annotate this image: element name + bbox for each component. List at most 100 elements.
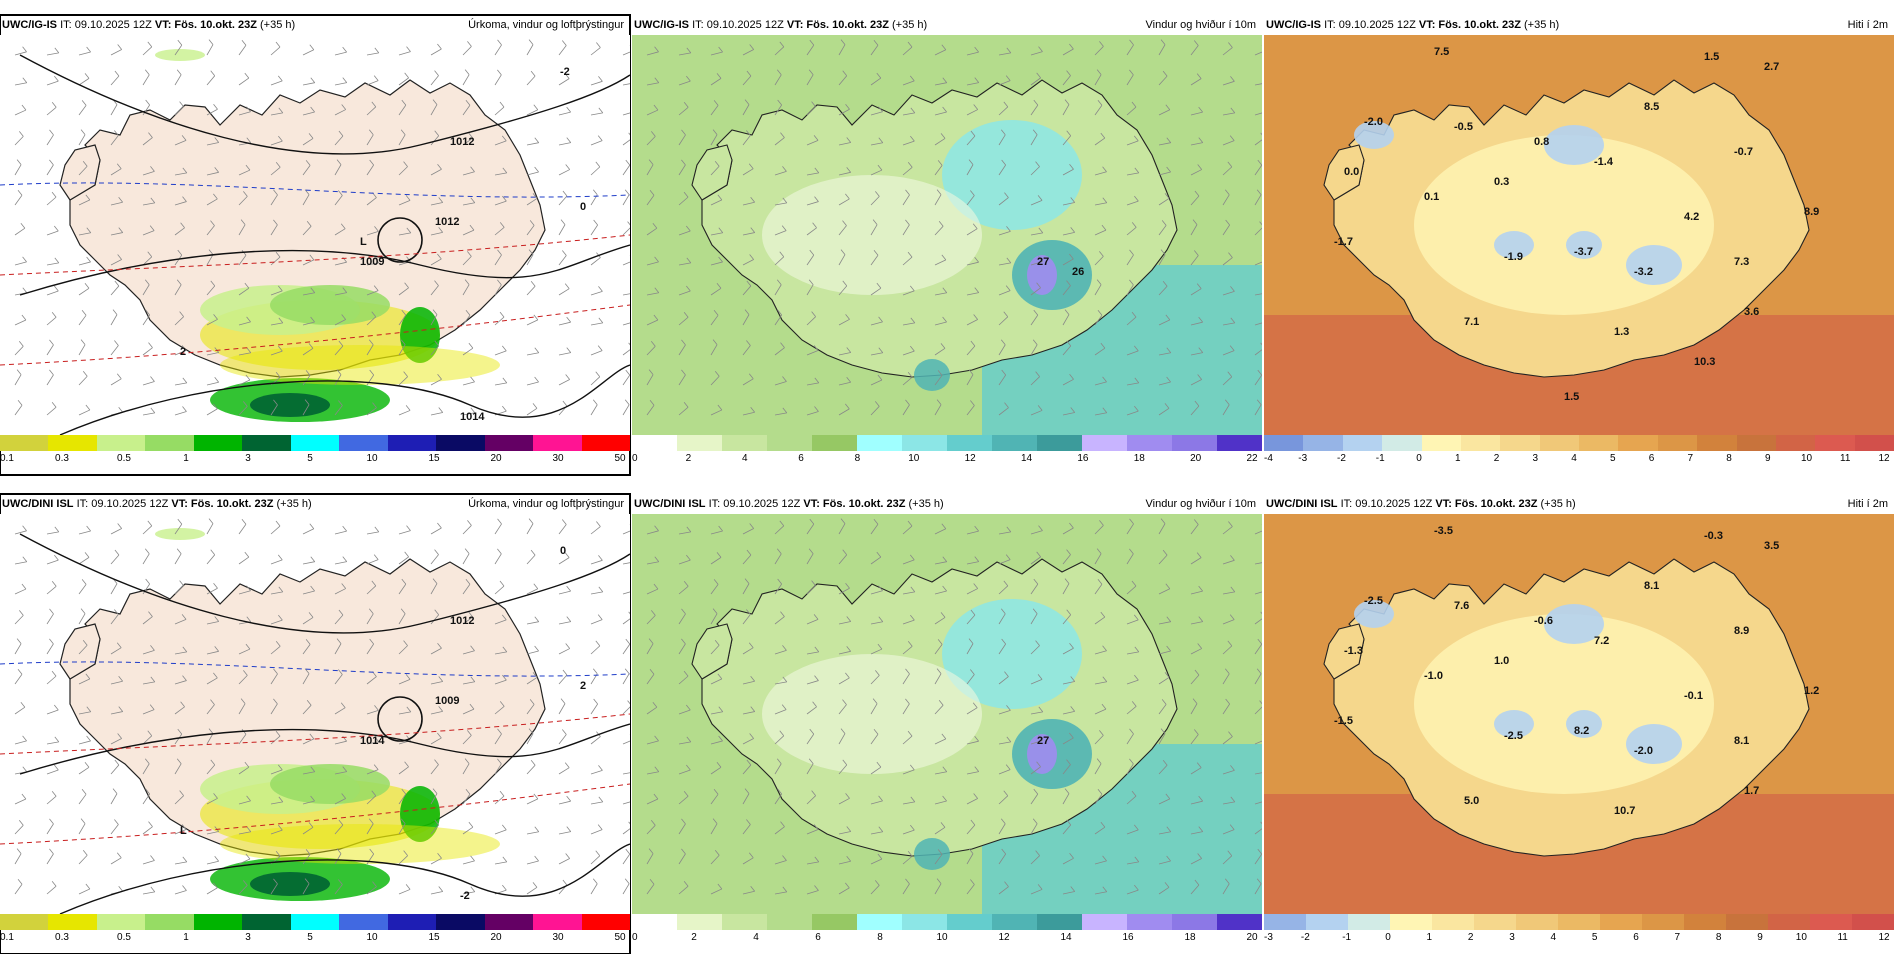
- temperature-label: 1.3: [1614, 326, 1629, 338]
- legend-swatches: [0, 914, 631, 930]
- westfjords-outline: [1323, 623, 1365, 680]
- model-name: UWC/IG-IS: [2, 19, 57, 31]
- legend-swatch: [722, 914, 767, 930]
- temperature-label: -3.2: [1634, 266, 1653, 278]
- temperature-label: -2.5: [1364, 595, 1383, 607]
- temperature-label: -1.9: [1504, 251, 1523, 263]
- temperature-label: 7.6: [1454, 600, 1469, 612]
- map-panel-temp[interactable]: UWC/IG-IS IT: 09.10.2025 12Z VT: Fös. 10…: [1264, 15, 1894, 475]
- map-area[interactable]: 27: [632, 514, 1262, 914]
- legend-swatch: [947, 435, 992, 451]
- temperature-label: -0.3: [1704, 530, 1723, 542]
- lead-time: (+35 h): [1540, 498, 1576, 510]
- map-area[interactable]: 27 26: [632, 35, 1262, 435]
- valid-time: VT: Fös. 10.okt. 23Z: [171, 498, 274, 510]
- gust-field: [762, 120, 1092, 391]
- legend-swatch: [992, 435, 1037, 451]
- color-legend: 0 2 4 6 8 10 12 14 16 18 20 22: [632, 435, 1262, 469]
- westfjords-outline: [691, 144, 733, 201]
- temperature-label: 1.7: [1744, 785, 1759, 797]
- legend-label: 1: [183, 453, 189, 464]
- legend-label: 10: [908, 453, 920, 464]
- lead-time: (+35 h): [892, 19, 928, 31]
- map-panel-precip[interactable]: UWC/DINI ISL IT: 09.10.2025 12Z VT: Fös.…: [0, 493, 631, 954]
- legend-label: 10: [366, 932, 378, 943]
- model-name: UWC/DINI ISL: [1266, 498, 1338, 510]
- wind-barbs: [646, 39, 1262, 416]
- legend-label: 6: [1648, 453, 1655, 464]
- map-area[interactable]: 1012 1012 1009 1014 -2 0 2 L: [0, 35, 630, 435]
- legend-swatch: [1172, 914, 1217, 930]
- legend-swatch: [0, 914, 49, 930]
- contour-label: L: [180, 825, 187, 837]
- legend-swatch: [193, 435, 243, 451]
- legend-label: 4: [1550, 932, 1557, 943]
- legend-label: 0.5: [117, 932, 131, 943]
- legend-label: 0.3: [55, 932, 69, 943]
- legend-label: 6: [815, 932, 821, 943]
- legend-label: 20: [490, 453, 502, 464]
- precip-field: [155, 49, 500, 422]
- westfjords-outline: [1323, 144, 1365, 201]
- temperature-label: 7.2: [1594, 635, 1609, 647]
- color-legend: 0.1 0.3 0.5 1 3 5 10 15 20 30 50: [0, 435, 631, 469]
- map-panel-wind[interactable]: UWC/IG-IS IT: 09.10.2025 12Z VT: Fös. 10…: [632, 15, 1262, 475]
- contour-label: 1014: [460, 411, 485, 423]
- legend-label: 18: [1133, 453, 1145, 464]
- wind-barbs: [646, 518, 1262, 895]
- legend-swatch: [533, 914, 582, 930]
- temperature-label: 0.8: [1534, 136, 1549, 148]
- legend-swatch: [242, 435, 291, 451]
- legend-labels: 0.1 0.3 0.5 1 3 5 10 15 20 30 50: [0, 453, 630, 467]
- map-area[interactable]: 7.5 1.5 2.7 -2.0 -0.5 8.5 0.0 0.8 -1.4 -0.7 0.3 0.1…: [1264, 35, 1894, 435]
- temperature-label: -2.5: [1504, 730, 1523, 742]
- map-panel-precip[interactable]: UWC/IG-IS IT: 09.10.2025 12Z VT: Fös. 10…: [0, 14, 631, 476]
- contour-label: 0: [580, 201, 586, 213]
- legend-label: 15: [428, 932, 440, 943]
- gust-max-label: 27: [1037, 256, 1049, 268]
- legend-swatch: [290, 435, 340, 451]
- legend-swatch: [767, 435, 812, 451]
- legend-labels: -4 -3 -2 -1 0 1 2 3 4 5 6 7 8 9 10 11 12: [1264, 453, 1894, 467]
- contour-label: 1012: [450, 615, 474, 627]
- valid-time: VT: Fös. 10.okt. 23Z: [786, 19, 889, 31]
- color-legend: 0 2 4 6 8 10 12 14 16 18 20: [632, 914, 1262, 948]
- legend-label: -1: [1375, 453, 1385, 464]
- legend-label: 6: [798, 453, 804, 464]
- temperature-label: 2.7: [1764, 61, 1779, 73]
- legend-swatches: [632, 914, 1262, 930]
- legend-swatch: [1390, 914, 1432, 930]
- panel-header: UWC/IG-IS IT: 09.10.2025 12Z VT: Fös. 10…: [1266, 17, 1888, 33]
- legend-label: 1: [1426, 932, 1433, 943]
- gust-max-label: 27: [1037, 735, 1049, 747]
- legend-swatch: [1852, 914, 1894, 930]
- panel-title: Úrkoma, vindur og loftþrýstingur: [468, 19, 624, 31]
- legend-label: 3: [1509, 932, 1515, 943]
- legend-swatch: [1474, 914, 1516, 930]
- legend-label: 8: [1726, 453, 1732, 464]
- legend-label: 6: [1633, 932, 1639, 943]
- temperature-label: 7.1: [1464, 316, 1479, 328]
- legend-swatch: [722, 435, 767, 451]
- legend-label: 2: [1493, 453, 1500, 464]
- map-panel-wind[interactable]: UWC/DINI ISL IT: 09.10.2025 12Z VT: Fös.…: [632, 494, 1262, 954]
- legend-swatch: [947, 914, 992, 930]
- map-area[interactable]: -3.5 -0.3 3.5 -2.5 7.6 8.1 -1.3 -0.6 7.2 8.9 1.0 -1…: [1264, 514, 1894, 914]
- contour-label: -2: [460, 890, 470, 902]
- temperature-label: -0.5: [1454, 121, 1473, 133]
- legend-label: 12: [1878, 932, 1890, 943]
- legend-swatch: [387, 435, 437, 451]
- legend-swatch: [1037, 914, 1082, 930]
- map-panel-temp[interactable]: UWC/DINI ISL IT: 09.10.2025 12Z VT: Fös.…: [1264, 494, 1894, 954]
- legend-swatch: [242, 914, 291, 930]
- legend-swatch: [1810, 914, 1852, 930]
- valid-time: VT: Fös. 10.okt. 23Z: [803, 498, 906, 510]
- legend-swatch: [902, 435, 947, 451]
- contour-label: 2: [180, 346, 186, 358]
- legend-swatch: [1127, 914, 1172, 930]
- panel-header: UWC/DINI ISL IT: 09.10.2025 12Z VT: Fös.…: [2, 496, 624, 512]
- legend-swatch: [387, 914, 437, 930]
- wind-barbs: [14, 518, 630, 895]
- model-name: UWC/DINI ISL: [634, 498, 706, 510]
- map-area[interactable]: 1012 1009 1014 -2 0 2 L: [0, 514, 630, 914]
